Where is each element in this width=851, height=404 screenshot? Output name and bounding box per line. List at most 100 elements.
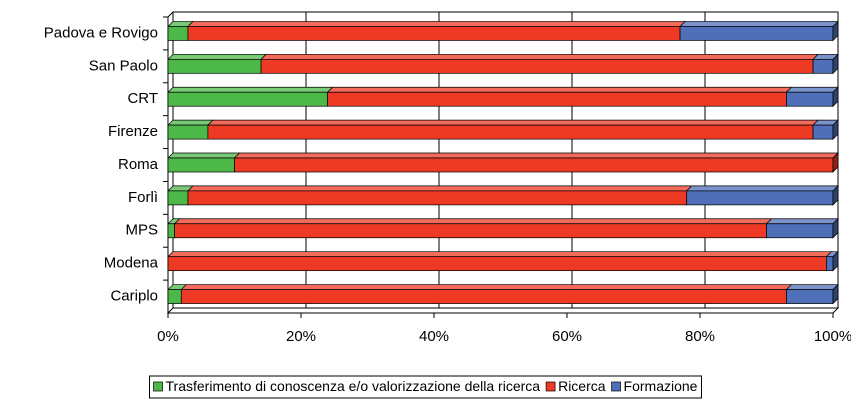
bar-end <box>832 20 839 42</box>
bar <box>812 119 839 140</box>
x-tick-label: 60% <box>552 328 582 345</box>
bar <box>167 53 267 74</box>
bar-front <box>167 91 328 107</box>
bar-front <box>786 91 834 107</box>
bar <box>187 21 686 41</box>
legend-label: Formazione <box>624 378 698 394</box>
bar-end <box>832 217 839 239</box>
bar-front <box>167 289 182 304</box>
bar-top <box>685 185 839 192</box>
bar-top <box>180 284 793 290</box>
bar <box>173 218 773 239</box>
bar <box>326 86 793 107</box>
bar-top <box>207 119 819 126</box>
bar-front <box>174 223 767 239</box>
bar-front <box>812 58 834 74</box>
y-tick-label: Padova e Rovigo <box>44 24 158 41</box>
y-tick-label: MPS <box>125 222 158 239</box>
bar-end <box>832 250 839 272</box>
bar-end <box>832 86 839 108</box>
bar <box>167 284 188 304</box>
bar-top <box>187 21 686 27</box>
bar <box>812 53 839 75</box>
legend-swatch <box>611 381 621 392</box>
bar <box>207 119 819 140</box>
bar-front <box>167 256 827 272</box>
bar <box>785 283 839 305</box>
bar-top <box>173 218 773 225</box>
bar-top <box>167 86 334 93</box>
bar <box>180 284 793 304</box>
x-tick-label: 40% <box>419 328 449 345</box>
bar-front <box>786 289 834 304</box>
bar-top <box>785 284 839 290</box>
bar <box>260 53 819 74</box>
bar <box>685 185 839 206</box>
x-tick-label: 20% <box>286 328 316 345</box>
bar-front <box>327 91 787 107</box>
bar-top <box>167 251 833 258</box>
y-axis-depth <box>167 11 174 18</box>
legend: Trasferimento di conoscenza e/o valorizz… <box>149 375 702 399</box>
bar-top <box>679 21 839 27</box>
bar-front <box>825 256 834 272</box>
bar-front <box>766 223 834 239</box>
bar-front <box>167 124 209 140</box>
y-tick-label: Modena <box>104 255 159 272</box>
legend-label: Trasferimento di conoscenza e/o valorizz… <box>166 378 541 394</box>
bar <box>187 185 693 206</box>
y-tick-label: San Paolo <box>89 57 158 74</box>
bar <box>167 86 334 107</box>
bar-front <box>679 26 834 41</box>
bar-top <box>187 185 693 192</box>
plot-floor <box>166 307 840 314</box>
bar-front <box>167 223 176 239</box>
bar-top <box>167 152 241 159</box>
y-tick-label: Forlì <box>128 189 158 206</box>
bar <box>679 20 839 42</box>
legend-swatch <box>153 381 163 392</box>
bar-top <box>765 218 839 225</box>
bar-front <box>812 124 834 140</box>
bar-top <box>167 119 214 126</box>
y-tick-label: CRT <box>127 90 158 107</box>
bar-top <box>167 53 267 60</box>
y-tick-label: Roma <box>118 156 159 173</box>
bar <box>832 152 839 159</box>
bar <box>785 86 839 108</box>
legend-label: Ricerca <box>558 378 606 394</box>
bar-end <box>832 53 839 75</box>
bar-front <box>167 26 189 41</box>
bar-top <box>326 86 793 93</box>
bar-front <box>167 58 262 74</box>
bar-front <box>167 157 235 173</box>
bar <box>167 152 241 173</box>
bar-top <box>260 53 819 60</box>
x-tick-label: 0% <box>157 328 179 345</box>
bar <box>765 217 839 239</box>
legend-swatch <box>545 381 556 392</box>
legend-box <box>149 375 702 399</box>
bar-top <box>233 152 839 159</box>
y-tick-label: Firenze <box>108 123 158 140</box>
y-tick-label: Cariplo <box>110 288 158 305</box>
bar-front <box>207 124 814 140</box>
bar-front <box>260 58 814 74</box>
bar <box>167 119 214 140</box>
bar-end <box>832 185 839 206</box>
x-tick-label: 80% <box>685 328 715 345</box>
bar-front <box>180 289 787 304</box>
bar <box>233 152 839 173</box>
bar-top <box>832 152 839 159</box>
bar <box>167 251 833 272</box>
bar-front <box>234 157 834 173</box>
bar-top <box>785 86 839 93</box>
bar-front <box>167 190 189 206</box>
bar-end <box>832 119 839 140</box>
x-tick-label: 100% <box>814 328 851 345</box>
bar-front <box>686 190 834 206</box>
bar-front <box>187 190 688 206</box>
bar-end <box>832 283 839 305</box>
bar-front <box>187 26 681 41</box>
